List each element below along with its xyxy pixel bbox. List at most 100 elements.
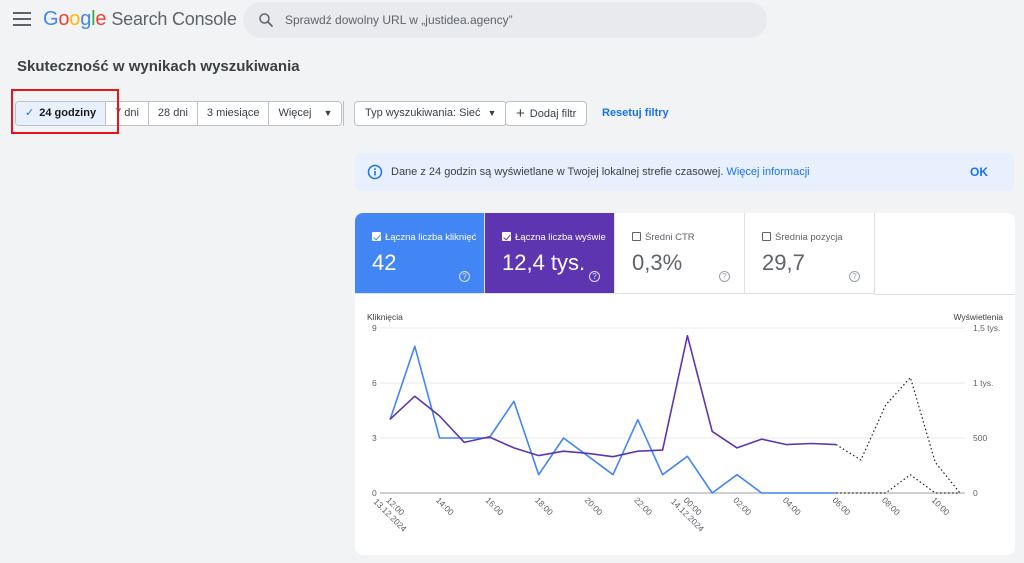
search-icon bbox=[259, 13, 273, 27]
divider bbox=[343, 101, 344, 126]
logo-letter: e bbox=[95, 8, 107, 30]
checkbox-checked-icon[interactable] bbox=[372, 232, 381, 241]
top-bar: Google Search Console bbox=[0, 0, 1024, 42]
metric-label-text: Łączna liczba kliknięć bbox=[385, 232, 476, 243]
performance-chart[interactable]: Kliknięcia Wyświetlenia 0 3 6 9 0 500 1 tys. 1,5 … bbox=[355, 308, 1015, 555]
date-option-28d[interactable]: 28 dni bbox=[148, 102, 198, 125]
metric-label: Łączna liczba wyświetleń bbox=[502, 232, 606, 243]
search-type-label: Typ wyszukiwania: Sieć bbox=[365, 107, 481, 119]
search-input[interactable] bbox=[283, 10, 743, 30]
metric-position[interactable]: Średnia pozycja 29,7 ? bbox=[745, 213, 875, 294]
right-tick-label: 1,5 tys. bbox=[973, 323, 1000, 333]
add-filter-label: Dodaj filtr bbox=[529, 108, 577, 120]
info-banner: Dane z 24 godzin są wyświetlane w Twojej… bbox=[355, 153, 1014, 191]
metric-label: Średni CTR bbox=[632, 232, 736, 243]
divider bbox=[875, 294, 1015, 295]
x-tick-label: 04:00 bbox=[781, 495, 803, 517]
x-tick-group: 08:00 bbox=[880, 495, 902, 517]
partial-data-line bbox=[836, 474, 960, 494]
more-info-link[interactable]: Więcej informacji bbox=[726, 166, 810, 178]
date-option-more-dropdown[interactable]: Więcej ▼ bbox=[269, 102, 342, 125]
x-tick-label: 14:00 bbox=[434, 495, 456, 517]
metric-value: 0,3% bbox=[632, 250, 683, 275]
hamburger-menu-icon[interactable] bbox=[13, 12, 31, 26]
date-range-selector: ✓ 24 godziny 7 dni 28 dni 3 miesiące Więc… bbox=[15, 101, 343, 126]
help-icon[interactable]: ? bbox=[589, 271, 600, 282]
performance-card: Łączna liczba kliknięć 42 ? Łączna liczb… bbox=[355, 213, 1015, 555]
date-option-7d[interactable]: 7 dni bbox=[106, 102, 149, 125]
date-range-group: ✓ 24 godziny 7 dni 28 dni 3 miesiące Więc… bbox=[15, 101, 343, 126]
x-tick-label: 22:00 bbox=[632, 495, 654, 517]
x-tick-group: 16:00 bbox=[483, 495, 505, 517]
url-inspection-search[interactable] bbox=[243, 2, 767, 38]
banner-ok-button[interactable]: OK bbox=[970, 165, 988, 179]
impressions-line bbox=[389, 334, 837, 458]
info-icon bbox=[367, 164, 383, 180]
logo-letter: o bbox=[69, 8, 81, 30]
x-tick-group: 14:00 bbox=[434, 495, 456, 517]
metric-label-text: Średni CTR bbox=[645, 232, 695, 243]
help-icon[interactable]: ? bbox=[849, 271, 860, 282]
x-tick-group: 22:00 bbox=[632, 495, 654, 517]
date-option-label: 3 miesiące bbox=[206, 107, 260, 119]
x-tick-group: 20:00 bbox=[583, 495, 605, 517]
date-option-24h[interactable]: ✓ 24 godziny bbox=[16, 102, 107, 125]
checkbox-icon[interactable] bbox=[762, 232, 771, 241]
x-tick-group: 18:00 bbox=[533, 495, 555, 517]
help-icon[interactable]: ? bbox=[719, 271, 730, 282]
x-tick-group: 04:00 bbox=[781, 495, 803, 517]
x-tick-group: 10:00 bbox=[930, 495, 952, 517]
reset-filters-link[interactable]: Resetuj filtry bbox=[602, 107, 669, 119]
metric-value: 29,7 bbox=[762, 250, 805, 275]
caret-down-icon: ▼ bbox=[323, 108, 333, 118]
product-name: Search Console bbox=[111, 9, 237, 29]
google-search-console-logo[interactable]: Google Search Console bbox=[43, 8, 237, 31]
left-tick-label: 6 bbox=[372, 378, 377, 388]
x-tick-label: 06:00 bbox=[830, 495, 852, 517]
date-option-label: 28 dni bbox=[157, 107, 188, 119]
metric-label: Średnia pozycja bbox=[762, 232, 866, 243]
metric-clicks[interactable]: Łączna liczba kliknięć 42 ? bbox=[355, 213, 485, 294]
date-option-3m[interactable]: 3 miesiące bbox=[197, 102, 270, 125]
search-type-filter[interactable]: Typ wyszukiwania: Sieć ▼ bbox=[354, 101, 508, 126]
left-tick-label: 3 bbox=[372, 433, 377, 443]
right-tick-label: 0 bbox=[973, 488, 978, 498]
x-tick-group: 02:00 bbox=[731, 495, 753, 517]
banner-text: Dane z 24 godzin są wyświetlane w Twojej… bbox=[391, 166, 810, 178]
clicks-line bbox=[389, 345, 837, 494]
x-tick-label: 16:00 bbox=[483, 495, 505, 517]
highlight-annotation bbox=[11, 89, 119, 134]
metric-label: Łączna liczba kliknięć bbox=[372, 232, 476, 243]
metric-label-text: Łączna liczba wyświetleń bbox=[515, 232, 606, 243]
metric-label-text: Średnia pozycja bbox=[775, 232, 843, 243]
logo-letter: g bbox=[80, 8, 92, 30]
x-tick-label: 18:00 bbox=[533, 495, 555, 517]
checkbox-checked-icon[interactable] bbox=[502, 232, 511, 241]
x-tick-label: 10:00 bbox=[930, 495, 952, 517]
logo-letter: o bbox=[58, 8, 70, 30]
banner-message: Dane z 24 godzin są wyświetlane w Twojej… bbox=[391, 166, 724, 178]
partial-data-line bbox=[835, 376, 961, 494]
page-title: Skuteczność w wynikach wyszukiwania bbox=[17, 58, 300, 75]
check-icon: ✓ bbox=[25, 107, 35, 119]
right-tick-label: 500 bbox=[973, 433, 987, 443]
metric-ctr[interactable]: Średni CTR 0,3% ? bbox=[615, 213, 745, 294]
x-tick-label: 20:00 bbox=[583, 495, 605, 517]
logo-letter: G bbox=[43, 8, 59, 30]
date-option-label: Więcej bbox=[278, 107, 312, 119]
date-option-label: 24 godziny bbox=[39, 107, 97, 119]
metric-impressions[interactable]: Łączna liczba wyświetleń 12,4 tys. ? bbox=[485, 213, 615, 294]
x-tick-label: 02:00 bbox=[731, 495, 753, 517]
metric-value: 42 bbox=[372, 250, 397, 275]
right-tick-label: 1 tys. bbox=[973, 378, 993, 388]
help-icon[interactable]: ? bbox=[459, 271, 470, 282]
right-axis-title: Wyświetlenia bbox=[953, 312, 1003, 322]
add-filter-button[interactable]: + Dodaj filtr bbox=[505, 101, 588, 126]
caret-down-icon: ▼ bbox=[487, 108, 497, 118]
checkbox-icon[interactable] bbox=[632, 232, 641, 241]
metric-value: 12,4 tys. bbox=[502, 250, 586, 275]
left-tick-label: 9 bbox=[372, 323, 377, 333]
left-tick-label: 0 bbox=[372, 488, 377, 498]
